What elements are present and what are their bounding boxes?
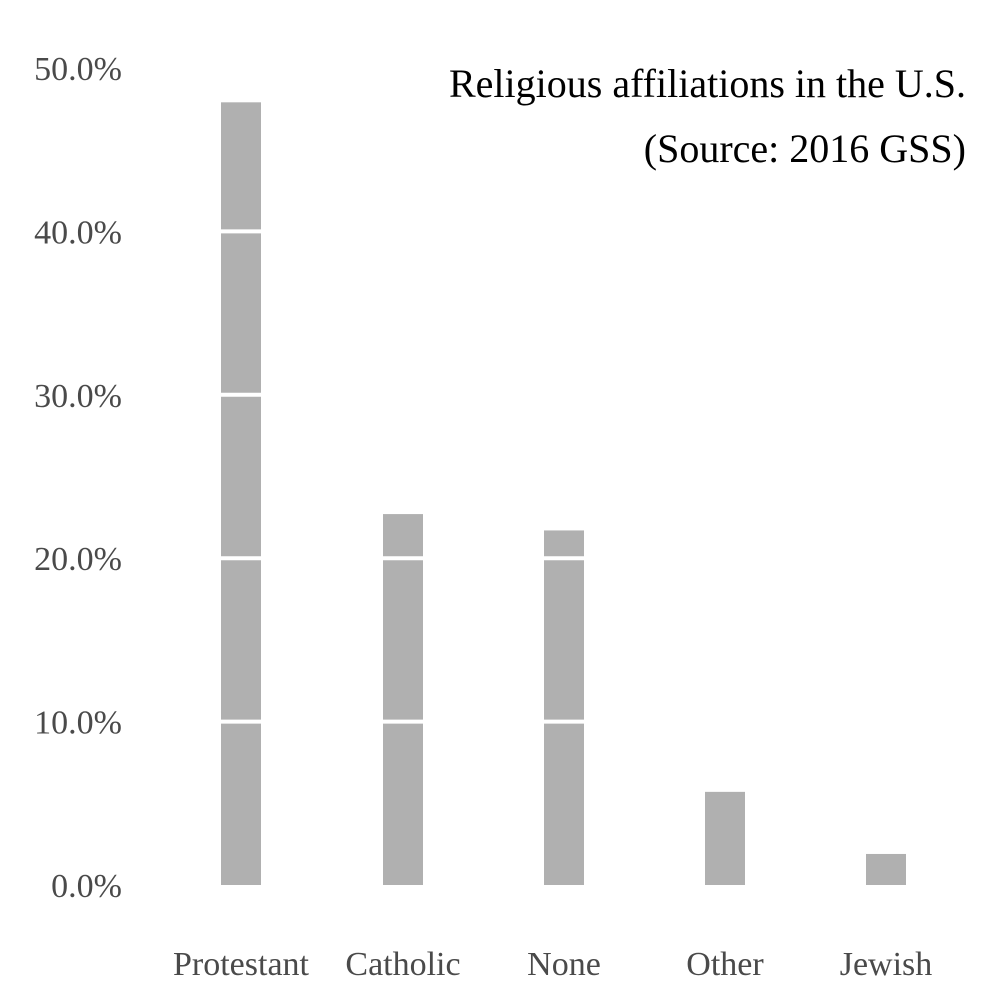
x-tick-label: Catholic [345, 946, 460, 983]
bar-jewish [866, 853, 906, 885]
y-tick-label: 0.0% [51, 868, 122, 905]
gridlines-layer [140, 229, 1000, 724]
bar-other [705, 791, 745, 885]
y-tick-label: 40.0% [34, 214, 122, 251]
bar-protestant [221, 102, 261, 885]
x-tick-label: Other [686, 946, 764, 983]
x-tick-label: Jewish [840, 946, 933, 983]
bar-none [544, 530, 584, 885]
y-tick-label: 50.0% [34, 51, 122, 88]
x-axis-labels: Protestant Catholic None Other Jewish [173, 946, 932, 983]
y-tick-label: 10.0% [34, 705, 122, 742]
chart-title: Religious affiliations in the U.S. [449, 61, 966, 106]
bars-layer [221, 102, 906, 885]
bar-catholic [383, 514, 423, 885]
y-tick-label: 20.0% [34, 541, 122, 578]
y-tick-label: 30.0% [34, 378, 122, 415]
y-axis-ticks: 0.0% 10.0% 20.0% 30.0% 40.0% 50.0% [34, 51, 122, 905]
x-tick-label: None [527, 946, 601, 983]
chart-subtitle: (Source: 2016 GSS) [644, 126, 966, 171]
x-tick-label: Protestant [173, 946, 310, 983]
